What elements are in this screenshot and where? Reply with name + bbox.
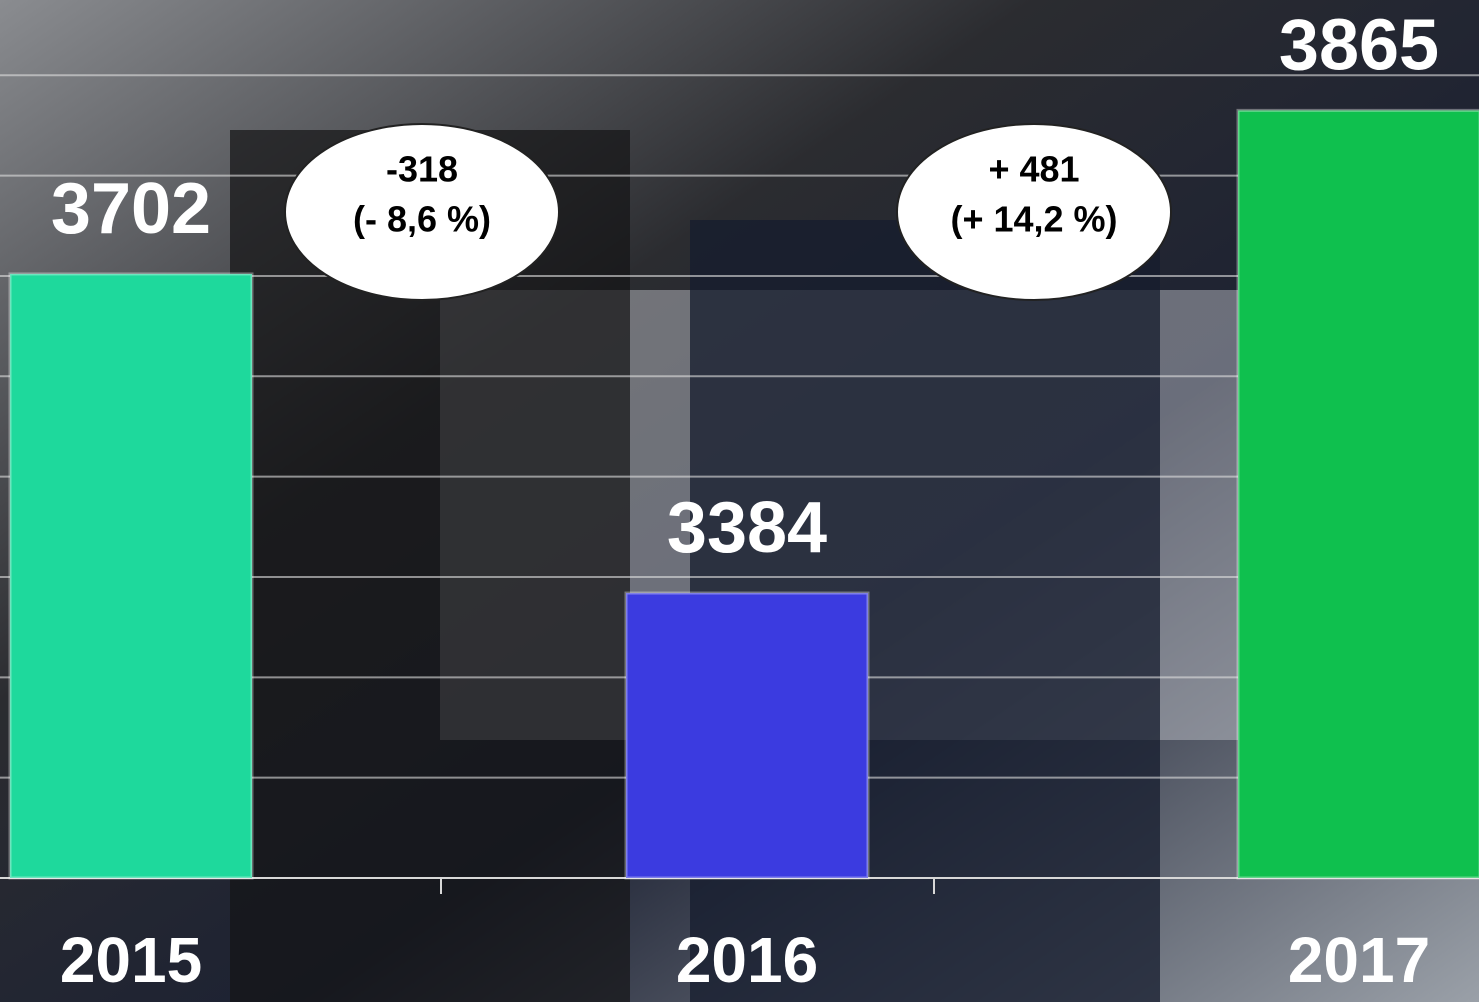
x-tick-label: 2016 <box>676 924 818 996</box>
bar <box>1238 110 1479 878</box>
chart: 2015 3702 2016 3384 2017 3865 -318 (- 8,6 %) + 4… <box>0 0 1479 1002</box>
bar <box>10 274 252 878</box>
annotation-text: (+ 14,2 %) <box>950 199 1117 240</box>
value-label: 3702 <box>51 169 211 249</box>
annotation-text: + 481 <box>988 149 1079 190</box>
value-label: 3384 <box>667 488 827 568</box>
bar <box>626 593 868 878</box>
annotation-text: (- 8,6 %) <box>353 199 491 240</box>
annotation-text: -318 <box>386 149 458 190</box>
value-label: 3865 <box>1279 5 1439 85</box>
x-tick-label: 2017 <box>1288 924 1430 996</box>
x-tick-label: 2015 <box>60 924 202 996</box>
